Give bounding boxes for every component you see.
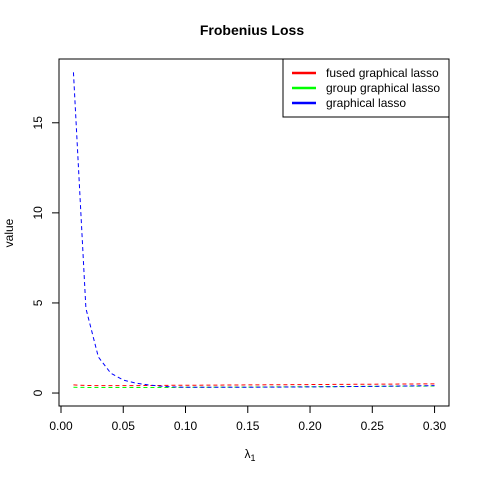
y-tick-label: 15 bbox=[31, 116, 45, 130]
x-axis-label: λ1 bbox=[244, 447, 255, 463]
legend-label-2: graphical lasso bbox=[326, 96, 406, 110]
x-tick-label: 0.05 bbox=[112, 419, 136, 433]
chart-title: Frobenius Loss bbox=[200, 22, 304, 38]
y-tick-label: 5 bbox=[31, 299, 45, 306]
x-axis: 0.00 0.05 0.10 0.15 0.20 0.25 0.30 bbox=[49, 405, 447, 433]
x-axis-label-text: λ bbox=[244, 447, 250, 461]
x-tick-label: 0.15 bbox=[236, 419, 260, 433]
legend-label-1: group graphical lasso bbox=[326, 81, 440, 95]
series-group bbox=[72, 72, 435, 388]
y-tick-label: 0 bbox=[31, 389, 45, 396]
y-axis-label: value bbox=[2, 218, 16, 247]
y-axis: 0 5 10 15 bbox=[31, 116, 60, 396]
y-tick-label: 10 bbox=[31, 206, 45, 220]
legend-label-0: fused graphical lasso bbox=[326, 66, 439, 80]
x-tick-label: 0.25 bbox=[361, 419, 385, 433]
series-line-2 bbox=[72, 72, 435, 388]
x-tick-label: 0.30 bbox=[423, 419, 447, 433]
x-tick-label: 0.10 bbox=[174, 419, 198, 433]
x-axis-label-subscript: 1 bbox=[250, 453, 255, 463]
x-tick-label: 0.20 bbox=[298, 419, 322, 433]
x-tick-label: 0.00 bbox=[49, 419, 73, 433]
